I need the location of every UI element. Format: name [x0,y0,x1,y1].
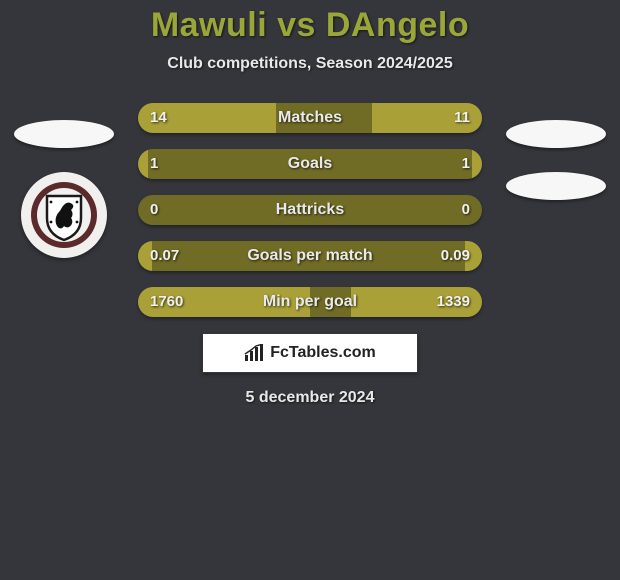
stats-table: Matches1411Goals11Hattricks00Goals per m… [138,103,482,317]
team-left-crest [21,172,107,258]
date-footer: 5 december 2024 [0,389,620,407]
team-right-block [506,120,606,200]
team-right-placeholder-ellipse-2 [506,172,606,200]
stat-value-right: 0.09 [441,241,470,271]
page-title: Mawuli vs DAngelo [0,6,620,45]
stat-value-right: 0 [462,195,470,225]
team-right-placeholder-ellipse-1 [506,120,606,148]
brand-badge: FcTables.com [202,333,418,373]
stat-value-left: 0.07 [150,241,179,271]
stat-value-left: 1 [150,149,158,179]
stat-label: Matches [138,103,482,133]
stat-value-left: 0 [150,195,158,225]
stat-row: Hattricks0 0 [138,195,482,225]
stat-label: Goals [138,149,482,179]
stat-row: Matches14 11 [138,103,482,133]
stat-value-right: 1 [462,149,470,179]
team-left-placeholder-ellipse [14,120,114,148]
team-left-block [14,120,114,258]
stat-row: Goals1 1 [138,149,482,179]
stat-value-left: 1760 [150,287,183,317]
brand-text: FcTables.com [270,344,376,362]
stat-label: Hattricks [138,195,482,225]
bar-chart-icon [244,344,266,362]
stat-row: Goals per match0.07 0.09 [138,241,482,271]
stat-value-left: 14 [150,103,167,133]
stat-label: Min per goal [138,287,482,317]
stat-value-right: 1339 [437,287,470,317]
shield-icon [29,180,99,250]
stat-label: Goals per match [138,241,482,271]
subtitle: Club competitions, Season 2024/2025 [0,55,620,73]
stat-value-right: 11 [454,103,470,133]
stat-row: Min per goal1760 1339 [138,287,482,317]
